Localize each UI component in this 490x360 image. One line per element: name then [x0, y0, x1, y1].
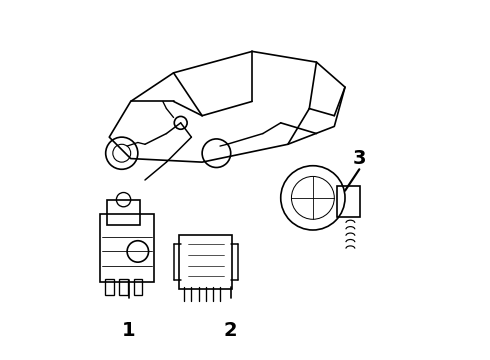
Text: 1: 1 [122, 320, 136, 339]
Text: 3: 3 [353, 149, 366, 168]
Text: 2: 2 [224, 320, 238, 339]
